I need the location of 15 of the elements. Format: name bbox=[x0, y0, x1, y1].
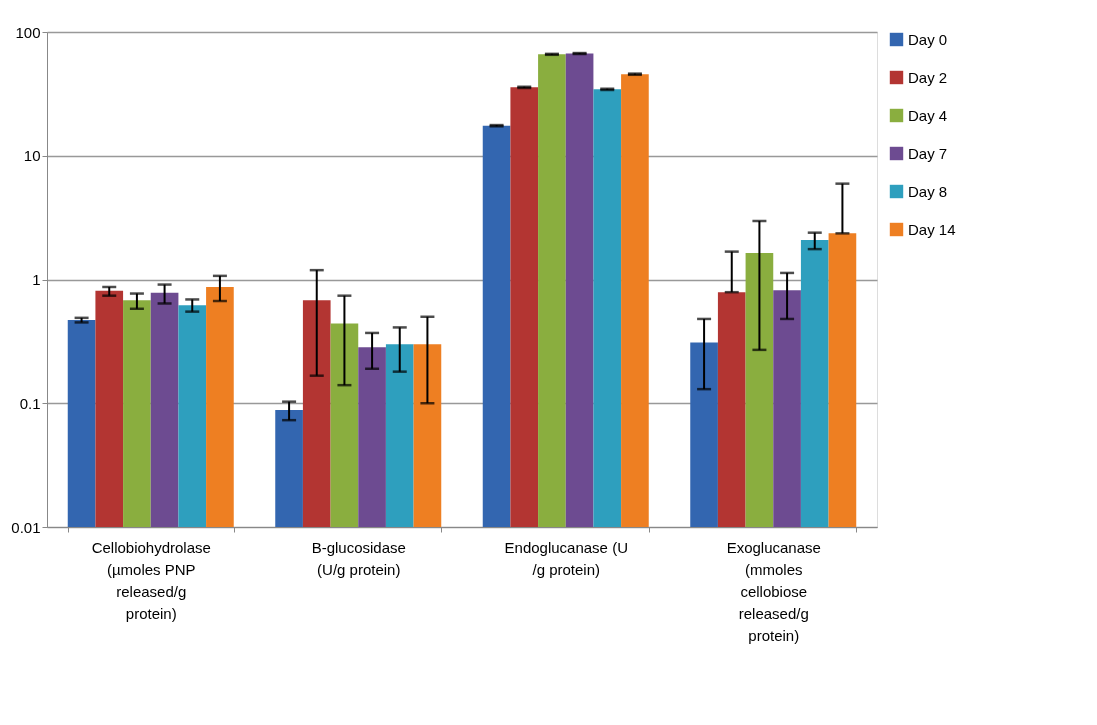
legend-label: Day 0 bbox=[908, 30, 948, 48]
legend-label: Day 2 bbox=[908, 68, 948, 86]
legend-label: Day 14 bbox=[908, 220, 956, 238]
x-tick-label: Exoglucanase (mmoles cellobiose released/g protein) bbox=[726, 538, 821, 644]
y-tick-label: 0.01 bbox=[11, 518, 41, 536]
x-tick-label: Cellobiohydrolase (µmoles PNP released/g protein) bbox=[91, 538, 211, 622]
y-tick-label: 100 bbox=[15, 23, 41, 41]
x-tick-label: B-glucosidase (U/g protein) bbox=[311, 538, 406, 578]
y-tick-label: 10 bbox=[23, 147, 41, 165]
y-tick-label: 0.1 bbox=[19, 394, 41, 412]
y-tick-label: 1 bbox=[32, 271, 41, 288]
legend-label: Day 4 bbox=[908, 106, 948, 124]
x-tick-label: Endoglucanase (U /g protein) bbox=[504, 538, 628, 578]
legend-label: Day 8 bbox=[908, 182, 948, 200]
legend-label: Day 7 bbox=[908, 144, 948, 162]
